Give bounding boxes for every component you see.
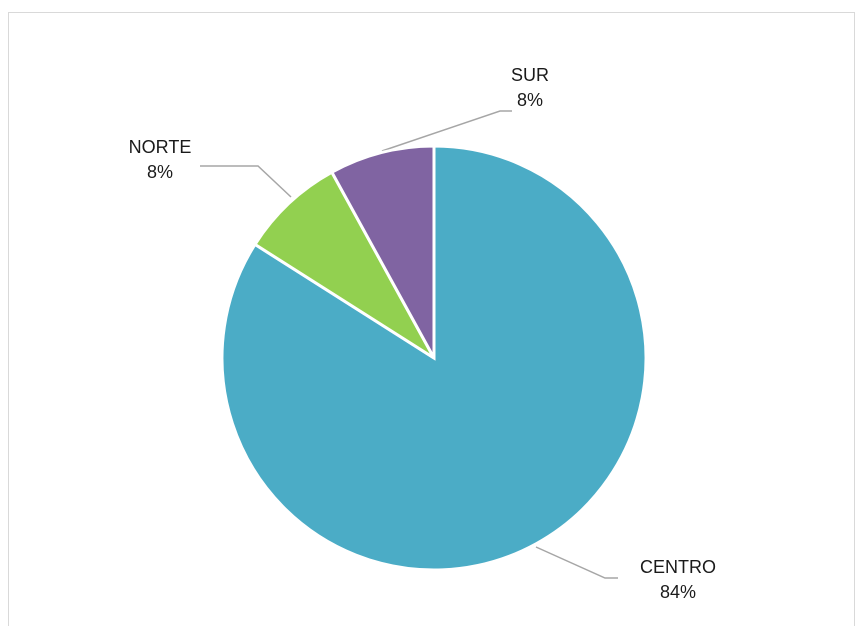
leader-line bbox=[535, 546, 618, 579]
leader-line bbox=[200, 165, 292, 198]
value-label: 84% bbox=[660, 582, 696, 602]
leader-line bbox=[381, 110, 512, 152]
category-label: NORTE bbox=[129, 137, 192, 157]
category-label: CENTRO bbox=[640, 557, 716, 577]
value-label: 8% bbox=[147, 162, 173, 182]
pie-slice bbox=[252, 170, 436, 360]
pie-slice bbox=[220, 144, 648, 572]
value-label: 8% bbox=[517, 90, 543, 110]
category-label: SUR bbox=[511, 65, 549, 85]
pie-slice bbox=[329, 144, 436, 359]
